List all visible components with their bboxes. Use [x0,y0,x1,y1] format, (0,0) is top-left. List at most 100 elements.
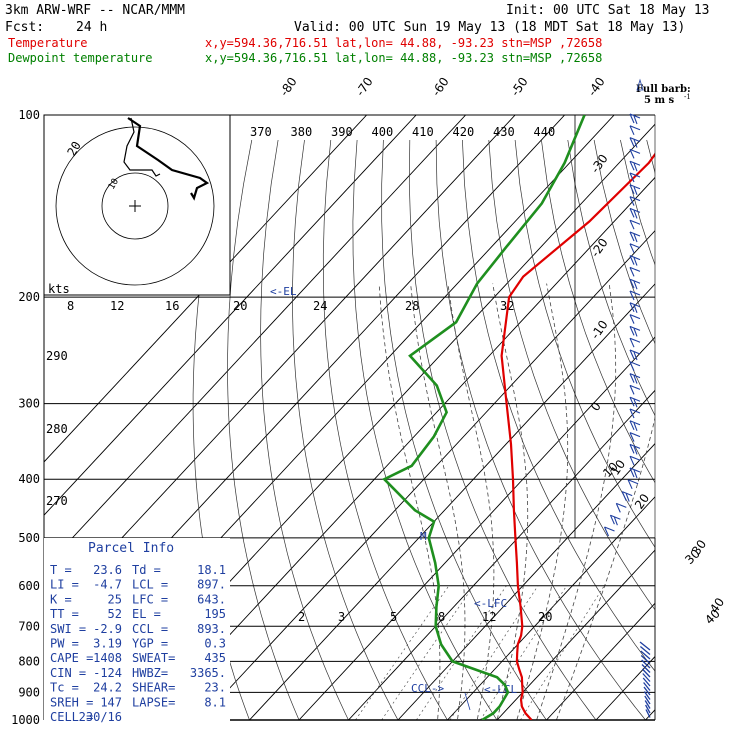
wind-barb-flag [625,493,630,502]
wind-barb-flag [633,469,638,479]
wind-barb [615,502,627,513]
wind-barb-low [645,709,651,718]
wind-barb-shaft [629,148,641,154]
wind-barb-shaft [629,373,641,379]
wind-barb-flag [629,278,635,289]
wind-barb [629,160,641,172]
parcel-key: SHEAR= [132,681,175,695]
hodograph-speed-label: 16 [165,299,179,313]
wind-barb [629,196,641,206]
wind-barb-low [639,641,651,651]
isotherm-line [249,283,655,720]
pressure-label: 300 [18,397,40,411]
wind-barb-flag [633,375,638,384]
parcel-key: LCL = [132,578,168,592]
isotherm-line [496,549,655,720]
isotherm-label: 20 [632,491,652,512]
dry-adiabat [488,139,655,611]
parcel-key: Td = [132,563,161,577]
isotherm-label: -80 [277,75,300,99]
parcel-key: T = [50,563,72,577]
wind-barb-shaft [629,231,641,237]
wind-barb-shaft [639,646,651,655]
wind-barb-shaft [629,384,641,390]
wind-barb-flag [629,455,635,466]
mixing-ratio-label: 5 [390,610,397,624]
parcel-key: CCL = [132,622,168,636]
wind-barb-flag [629,255,635,265]
wind-barb [629,373,641,384]
wind-barb-shaft [629,396,641,402]
isotherm-line [44,115,466,570]
wind-barb-flag [629,361,635,372]
wind-barb-flag [633,422,638,431]
parcel-value: 3365. [190,666,226,680]
parcel-value: 435 [204,651,226,665]
profiles [382,115,655,720]
wind-barb-low [641,664,651,673]
moist-adiabat [555,416,655,720]
wind-barb-flag [613,517,618,526]
pressure-label: 900 [18,685,40,699]
dry-adiabat [593,139,655,345]
barb-legend-title: Full barb: [636,84,691,95]
wind-barb-flag [615,503,621,513]
dry-adiabat [646,139,655,174]
wind-barb-flag [629,267,635,277]
temperature-legend: Temperature [8,36,87,50]
pressure-label: 200 [18,290,40,304]
wind-barb-shaft [629,184,641,190]
dry-adiabat [227,139,300,720]
wind-barb-flag [629,385,635,395]
isotherm-label: -70 [353,75,376,99]
wind-barb-low [645,704,651,714]
wind-barb-shaft [629,196,641,202]
wind-barb-shaft [629,302,641,308]
dry-adiabat [435,139,646,720]
wind-barb-flag [629,432,635,442]
wind-barb-flag [629,243,635,254]
wind-barb [629,243,641,254]
wind-barb-flag [629,231,635,242]
parcel-value: 897. [197,578,226,592]
wind-barb-low [642,677,651,687]
wind-barb-shaft [629,278,641,284]
parcel-value: -124 [93,666,122,680]
wind-barb [629,172,641,183]
pressure-label: 800 [18,654,40,668]
parcel-row: SWI = -2.9 CCL = 893. [50,622,226,636]
parcel-row: K = 25 LFC = 643. [50,592,226,606]
wind-barb [629,408,641,419]
dry-adiabat [726,140,740,733]
parcel-key: HWBZ= [132,666,168,680]
wind-barb [629,337,641,348]
init-time: Init: 00 UTC Sat 18 May 13 [506,3,710,18]
parcel-row: LI = -4.7 LCL = 897. [50,578,226,592]
barb-legend-value: 5 m s [644,95,675,106]
parcel-value: 24.2 [93,681,122,695]
dewpoint-location: x,y=594.36,716.51 lat,lon= 44.88, -93.23… [205,51,602,65]
wind-barb-flag [629,196,635,206]
isotherm-line [595,655,655,720]
wind-barb-shaft [641,668,651,678]
parcel-value: 643. [197,592,226,606]
wind-barb [629,184,641,195]
wind-barb-low [640,655,651,664]
dewpoint-profile [382,115,586,720]
isotherm-line [199,230,655,720]
wind-barb-shaft [629,349,641,355]
parcel-row: Tc = 24.2 SHEAR= 23. [50,681,226,695]
dry-adiabat [322,139,448,720]
wind-barb-shaft [629,137,641,143]
wind-barb-flag [633,304,638,313]
parcel-key: K = [50,592,72,606]
parcel-key: LAPSE= [132,695,175,709]
wind-barb-flag [629,396,635,407]
wind-barb-flag [629,444,635,454]
hodograph-speed-label: 24 [313,299,327,313]
wind-barb-shaft [640,655,651,664]
wind-barb [629,113,641,125]
wind-barb [629,432,641,442]
wind-barb-shaft [629,160,641,166]
isotherm-label: -30 [588,152,611,176]
